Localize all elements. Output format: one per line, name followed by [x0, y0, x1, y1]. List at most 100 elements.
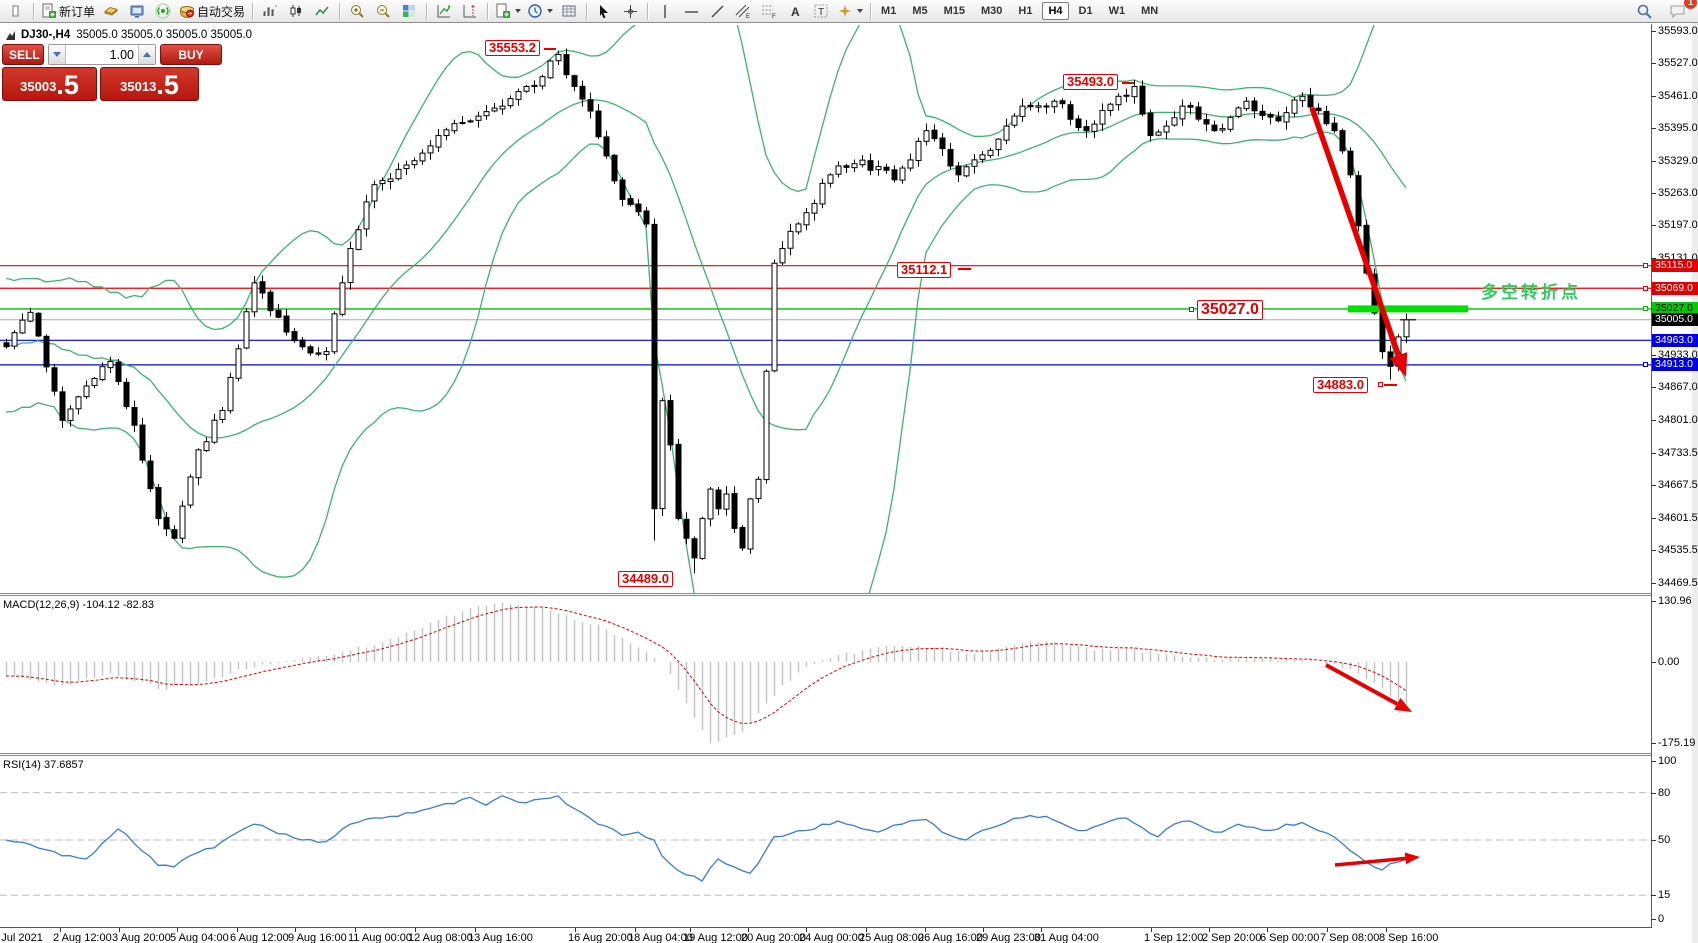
candle-body — [1019, 105, 1026, 117]
svg-text:T: T — [818, 7, 824, 18]
grid-icon[interactable] — [556, 0, 582, 22]
time-axis-label: 3 Aug 20:00 — [112, 932, 171, 943]
indicators-list-icon[interactable] — [431, 0, 457, 22]
price-tag: 35027.0 — [1652, 302, 1698, 316]
red-arrow-head — [1404, 852, 1420, 865]
candle-body — [667, 400, 674, 446]
timeframe-button-m5[interactable]: M5 — [912, 5, 928, 17]
red-arrow[interactable] — [1325, 663, 1399, 706]
time-axis-label: 18 Aug 04:00 — [628, 932, 693, 943]
channel-tool-icon[interactable]: E — [730, 0, 756, 22]
line-handle[interactable] — [1189, 307, 1194, 312]
sell-button[interactable]: SELL — [2, 44, 44, 65]
price-label-35493[interactable]: 35493.0 — [1063, 74, 1118, 90]
vertical-line-tool-icon[interactable] — [652, 0, 678, 22]
timeframe-button-mn[interactable]: MN — [1141, 5, 1159, 17]
label-tool-icon[interactable]: T — [808, 0, 834, 22]
sell-price-display[interactable]: 35003.5 — [2, 67, 97, 101]
rsi-indicator-canvas[interactable] — [0, 756, 1651, 927]
candle-body — [171, 529, 178, 539]
candle-body — [939, 137, 946, 150]
volume-input[interactable] — [66, 45, 138, 64]
autotrade-button[interactable]: 自动交易 — [176, 0, 248, 22]
trendline-tool-icon[interactable] — [704, 0, 730, 22]
notifications-icon[interactable]: 1 — [1665, 0, 1697, 22]
zoom-in-icon[interactable] — [344, 0, 370, 22]
price-tick-mark — [1651, 453, 1656, 454]
templates-icon[interactable] — [492, 0, 524, 22]
price-tick-label: 34867.0 — [1658, 381, 1698, 394]
horizontal-line-tool-icon[interactable] — [678, 0, 704, 22]
volume-decrease-button[interactable] — [49, 45, 66, 64]
rsi-tick-label: 50 — [1658, 834, 1671, 846]
panel-separator[interactable] — [0, 593, 1652, 594]
red-arrow-head — [1389, 352, 1408, 377]
timeframe-button-h1[interactable]: H1 — [1018, 5, 1033, 17]
text-tool-icon[interactable]: A — [782, 0, 808, 22]
time-axis-label: 24 Aug 00:00 — [799, 932, 864, 943]
zoom-out-icon[interactable] — [370, 0, 396, 22]
candle-body — [1235, 107, 1242, 117]
price-tick-label: 35593.0 — [1658, 25, 1698, 37]
timeframe-button-w1[interactable]: W1 — [1108, 5, 1126, 17]
price-tick-mark — [1651, 517, 1656, 519]
candle-body — [67, 408, 74, 421]
line-handle[interactable] — [1643, 306, 1648, 312]
line-handle[interactable] — [1643, 263, 1648, 269]
crosshair-icon[interactable] — [617, 0, 643, 22]
chinese-annotation[interactable]: 多空转折点 — [1481, 283, 1581, 302]
volume-increase-button[interactable] — [138, 45, 155, 64]
timeframe-button-m1[interactable]: M1 — [881, 5, 897, 17]
red-arrow[interactable] — [1309, 107, 1401, 357]
profiles-icon[interactable] — [98, 0, 124, 22]
candlestick-chart-icon[interactable] — [283, 0, 309, 22]
bar-chart-icon[interactable] — [257, 0, 283, 22]
time-axis-label: 9 Aug 16:00 — [288, 932, 347, 943]
price-label-35027[interactable]: 35027.0 — [1197, 300, 1263, 320]
panel-separator[interactable] — [0, 753, 1652, 754]
new-order-button[interactable]: 新订单 — [38, 0, 98, 22]
line-handle[interactable] — [1643, 362, 1648, 368]
periods-caret — [547, 9, 554, 13]
line-handle[interactable] — [1378, 382, 1383, 387]
periods-icon[interactable] — [524, 0, 556, 22]
rsi-tick-mark — [1651, 895, 1656, 897]
price-label-35553[interactable]: 35553.2 — [485, 40, 540, 56]
price-label-34489[interactable]: 34489.0 — [618, 571, 673, 587]
green-highlight-bar[interactable] — [1348, 305, 1468, 313]
price-tick-mark — [1651, 387, 1656, 389]
timeframe-button-d1[interactable]: D1 — [1078, 5, 1093, 17]
timeframe-button-h4[interactable]: H4 — [1042, 2, 1069, 20]
main-chart-canvas[interactable] — [0, 25, 1651, 593]
candle-body — [1035, 105, 1042, 108]
chart-shift-icon[interactable] — [457, 0, 483, 22]
candle-body — [475, 115, 482, 121]
red-arrow-head — [1394, 698, 1412, 712]
price-label-35112[interactable]: 35112.1 — [897, 262, 952, 278]
candle-body — [619, 179, 626, 200]
signals-icon[interactable] — [150, 0, 176, 22]
timeframe-button-m30[interactable]: M30 — [981, 5, 1003, 17]
candle-body — [915, 140, 922, 161]
candle-body — [643, 210, 650, 225]
tile-windows-icon[interactable] — [396, 0, 422, 22]
cursor-icon[interactable] — [591, 0, 617, 22]
timeframe-button-m15[interactable]: M15 — [943, 5, 965, 17]
window-icon[interactable] — [3, 0, 29, 22]
candle-body — [11, 332, 18, 347]
candle-body — [963, 166, 970, 177]
buy-price-display[interactable]: 35013.5 — [100, 67, 199, 101]
line-chart-icon[interactable] — [309, 0, 335, 22]
buy-button[interactable]: BUY — [160, 44, 222, 65]
market-watch-icon[interactable] — [124, 0, 150, 22]
search-icon[interactable] — [1631, 0, 1657, 22]
price-tick-label: 34535.5 — [1658, 544, 1698, 557]
price-label-34883[interactable]: 34883.0 — [1313, 377, 1368, 393]
red-arrow[interactable] — [1334, 856, 1406, 867]
line-handle[interactable] — [1643, 285, 1648, 291]
time-tick-mark — [806, 928, 807, 932]
fibonacci-tool-icon[interactable]: F — [756, 0, 782, 22]
shapes-tool-icon[interactable] — [834, 0, 866, 22]
macd-indicator-canvas[interactable] — [0, 596, 1651, 753]
candle-body — [883, 166, 890, 171]
